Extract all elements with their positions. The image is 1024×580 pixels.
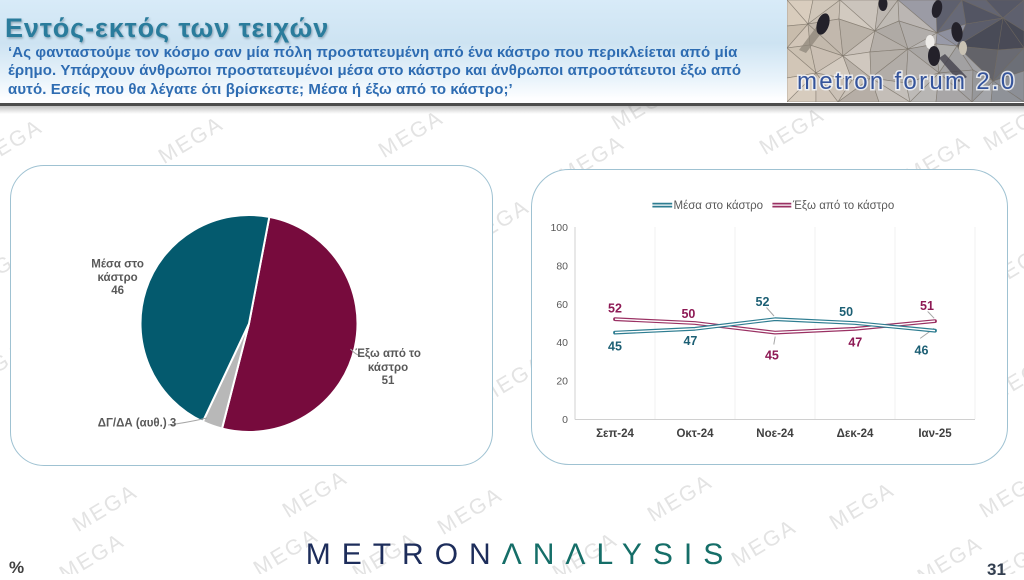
svg-text:60: 60 (556, 299, 568, 311)
svg-text:MEGA: MEGA (643, 469, 717, 526)
svg-text:40: 40 (556, 337, 568, 349)
svg-text:46: 46 (111, 285, 124, 297)
svg-text:Σεπ-24: Σεπ-24 (596, 428, 634, 440)
svg-text:45: 45 (765, 349, 779, 363)
svg-text:MEGA: MEGA (825, 477, 899, 534)
svg-text:50: 50 (839, 305, 853, 319)
svg-text:MEGA: MEGA (975, 465, 1024, 522)
svg-text:MEGA: MEGA (154, 111, 228, 168)
svg-text:Μέσα στο: Μέσα στο (91, 258, 144, 270)
svg-text:MEGA: MEGA (0, 114, 47, 171)
svg-text:MEGA: MEGA (278, 465, 352, 522)
svg-text:51: 51 (382, 375, 395, 387)
svg-text:51: 51 (920, 299, 934, 313)
svg-text:metron forum 2.0: metron forum 2.0 (797, 68, 1017, 95)
svg-text:MEGA: MEGA (374, 105, 448, 162)
svg-text:κάστρο: κάστρο (97, 272, 137, 284)
svg-text:ΔΓ/ΔΑ (αυθ.) 3: ΔΓ/ΔΑ (αυθ.) 3 (98, 417, 177, 429)
svg-text:0: 0 (562, 414, 568, 426)
svg-text:Ιαν-25: Ιαν-25 (918, 428, 952, 440)
svg-text:MEGA: MEGA (433, 482, 507, 539)
svg-text:Έξω από το κάστρο: Έξω από το κάστρο (792, 200, 894, 212)
svg-text:50: 50 (681, 307, 695, 321)
svg-text:100: 100 (550, 222, 568, 234)
svg-text:47: 47 (683, 334, 697, 348)
svg-text:κάστρο: κάστρο (368, 362, 408, 374)
svg-text:Δεκ-24: Δεκ-24 (837, 428, 874, 440)
svg-text:20: 20 (556, 376, 568, 388)
svg-text:Οκτ-24: Οκτ-24 (676, 428, 714, 440)
svg-text:Μέσα στο κάστρο: Μέσα στο κάστρο (674, 200, 764, 212)
svg-text:Έξω από το: Έξω από το (355, 348, 421, 360)
svg-text:80: 80 (556, 260, 568, 272)
svg-text:46: 46 (915, 344, 929, 358)
svg-text:52: 52 (608, 301, 622, 315)
svg-text:Νοε-24: Νοε-24 (756, 428, 794, 440)
svg-text:MEGA: MEGA (68, 479, 142, 536)
svg-text:47: 47 (848, 336, 862, 350)
svg-text:45: 45 (608, 339, 622, 353)
svg-text:52: 52 (756, 295, 770, 309)
